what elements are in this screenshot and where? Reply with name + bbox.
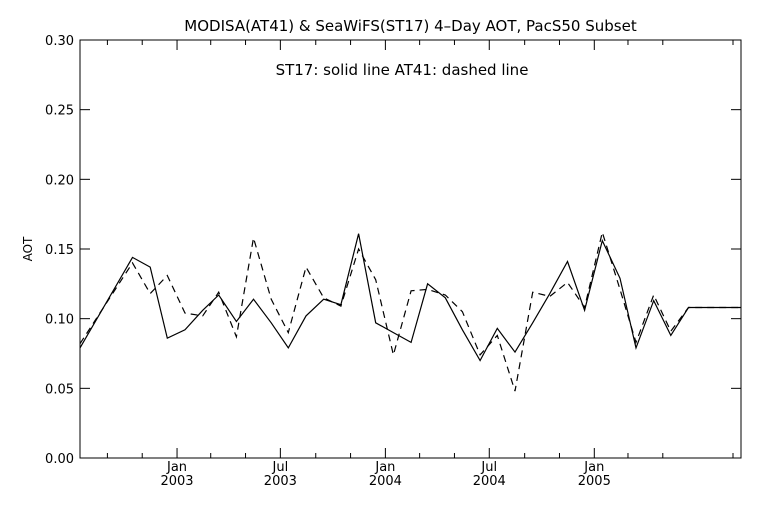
y-axis-label: AOT [21, 236, 35, 261]
legend-annotation: ST17: solid line AT41: dashed line [276, 61, 529, 79]
x-tick-month-label: Jan [374, 460, 395, 475]
x-tick-year-label: 2004 [369, 474, 402, 489]
x-tick-month-label: Jan [166, 460, 187, 475]
plot-series [79, 230, 741, 392]
y-tick-label: 0.20 [45, 173, 74, 188]
y-tick-label: 0.05 [45, 382, 74, 397]
y-axis: 0.00 0.05 0.10 0.15 0.20 0.25 0.30 [45, 34, 741, 467]
x-tick-month-label: Jul [480, 460, 497, 475]
y-tick-label: 0.10 [45, 313, 74, 328]
chart-title: MODISA(AT41) & SeaWiFS(ST17) 4–Day AOT, … [184, 17, 637, 35]
x-tick-month-label: Jan [583, 460, 604, 475]
x-tick-year-label: 2005 [578, 474, 611, 489]
y-tick-label: 0.30 [45, 34, 74, 49]
plot-frame [79, 39, 742, 459]
y-tick-label: 0.00 [45, 452, 74, 467]
series-line-at41 [79, 230, 741, 392]
y-tick-label: 0.25 [45, 104, 74, 119]
series-line-st17 [79, 233, 741, 362]
x-tick-year-label: 2003 [160, 474, 193, 489]
x-tick-year-label: 2003 [264, 474, 297, 489]
x-tick-year-label: 2004 [473, 474, 506, 489]
y-tick-label: 0.15 [45, 243, 74, 258]
x-tick-month-label: Jul [272, 460, 289, 475]
